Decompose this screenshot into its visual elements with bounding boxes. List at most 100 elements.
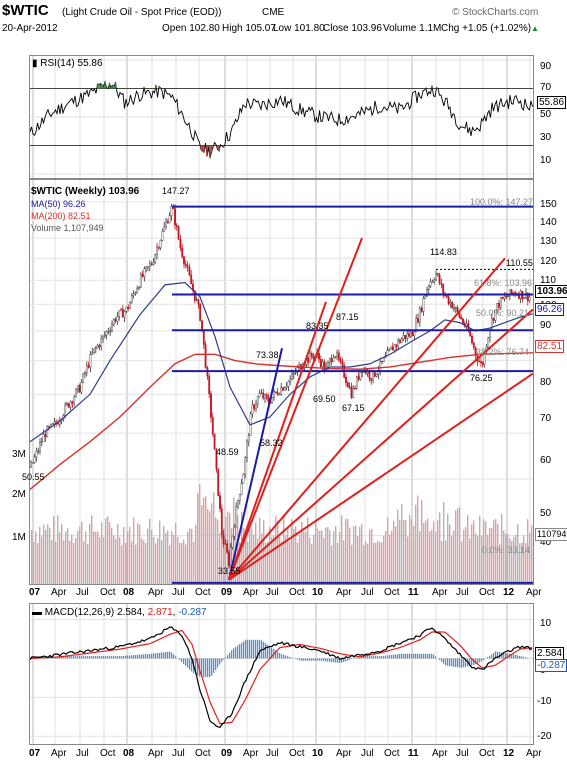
volume-bar <box>417 495 419 584</box>
volume-bar <box>371 528 373 584</box>
macd-histogram-bar <box>71 656 73 659</box>
price-candle <box>292 373 295 375</box>
macd-histogram-bar <box>439 658 441 661</box>
volume-bar <box>133 517 135 584</box>
price-candle <box>130 295 133 303</box>
price-candle <box>453 308 455 310</box>
price-candle <box>170 206 173 217</box>
volume-bar <box>233 497 235 584</box>
price-candle <box>278 394 281 396</box>
volume-bar <box>415 504 417 584</box>
price-candle <box>388 348 391 351</box>
volume-bar <box>45 529 47 584</box>
macd-histogram-bar <box>159 652 161 659</box>
volume-bar <box>501 514 503 584</box>
price-candle <box>393 344 396 351</box>
volume-bar <box>429 531 431 584</box>
price-candle <box>93 348 95 353</box>
volume-badge: 1107949 <box>535 528 567 541</box>
macd-signal-line <box>30 629 533 725</box>
volume-bar <box>285 534 287 584</box>
macd-histogram-bar <box>505 653 507 659</box>
volume-bar <box>345 518 347 584</box>
price-candle <box>208 375 211 395</box>
macd-histogram-bar <box>313 658 315 661</box>
volume-bar <box>315 519 317 584</box>
volume-bar <box>105 518 107 584</box>
macd-histogram-bar <box>85 656 87 659</box>
volume-bar <box>325 527 327 584</box>
price-label: $WTIC (Weekly) 103.96 <box>31 186 140 197</box>
x-tick-label: Jul <box>456 748 469 759</box>
volume-bar <box>93 531 95 584</box>
macd-histogram-bar <box>347 658 349 661</box>
price-candle <box>309 352 311 363</box>
macd-histogram-bar <box>281 654 283 659</box>
price-candle <box>431 281 434 283</box>
macd-histogram-bar <box>397 654 399 659</box>
price-candle <box>46 426 49 438</box>
macd-histogram-bar <box>507 653 509 659</box>
macd-histogram-bar <box>87 656 89 659</box>
fib-100-label: 100.0%: 147.27 <box>470 197 534 207</box>
macd-histogram-bar <box>161 652 163 659</box>
volume-bar <box>109 521 111 584</box>
volume-bar <box>443 502 445 584</box>
macd-histogram-bar <box>331 658 333 663</box>
volume-bar <box>405 520 407 584</box>
macd-histogram-bar <box>73 656 75 659</box>
macd-histogram-bar <box>121 656 123 659</box>
price-candle <box>334 356 337 358</box>
price-candle <box>242 474 245 484</box>
price-candle <box>456 307 459 313</box>
price-candle <box>141 274 144 277</box>
price-candle <box>168 215 171 224</box>
macd-histogram-bar <box>163 652 165 659</box>
price-candle <box>253 404 256 409</box>
volume-bar <box>211 503 213 584</box>
volume-bar <box>209 511 211 584</box>
price-candle <box>139 274 142 288</box>
volume-bar <box>269 526 271 584</box>
price-candle <box>31 462 34 464</box>
volume-bar <box>63 540 65 584</box>
macd-histogram-bar <box>305 658 307 661</box>
volume-bar <box>511 540 513 584</box>
rsi-tick: 30 <box>540 132 552 143</box>
x-tick-label: 10 <box>312 587 324 598</box>
price-candle <box>152 262 155 265</box>
macd-histogram-bar <box>491 654 493 659</box>
price-candle <box>264 394 266 399</box>
macd-histogram-bar <box>165 652 167 659</box>
x-tick-label: Oct <box>384 587 400 598</box>
price-candle <box>235 506 238 528</box>
price-candle <box>451 301 454 309</box>
annotation: 50.55 <box>22 472 45 482</box>
price-candle <box>328 358 331 363</box>
volume-bar <box>317 528 319 584</box>
volume-bar <box>517 523 519 584</box>
macd-histogram-bar <box>299 658 301 661</box>
x-tick-label: Apr <box>243 587 259 598</box>
macd-histogram-bar <box>207 658 209 678</box>
macd-histogram-bar <box>519 655 521 659</box>
price-candle <box>499 297 502 308</box>
volume-bar <box>161 540 163 584</box>
volume-bar <box>73 542 75 584</box>
price-candle <box>114 319 117 322</box>
volume-bar <box>421 500 423 584</box>
macd-histogram-bar <box>317 658 319 661</box>
volume-bar <box>39 526 41 584</box>
volume-bar <box>57 515 59 584</box>
volume-bar <box>493 519 495 584</box>
macd-histogram-bar <box>123 655 125 659</box>
volume-bar <box>293 528 295 584</box>
macd-histogram-bar <box>431 653 433 659</box>
volume-bar <box>333 531 335 584</box>
price-candle <box>220 508 223 535</box>
macd-histogram-bar <box>173 654 175 659</box>
volume-bar <box>531 525 533 584</box>
price-candle <box>512 292 515 294</box>
macd-histogram-bar <box>183 658 185 665</box>
macd-histogram-bar <box>471 658 473 666</box>
